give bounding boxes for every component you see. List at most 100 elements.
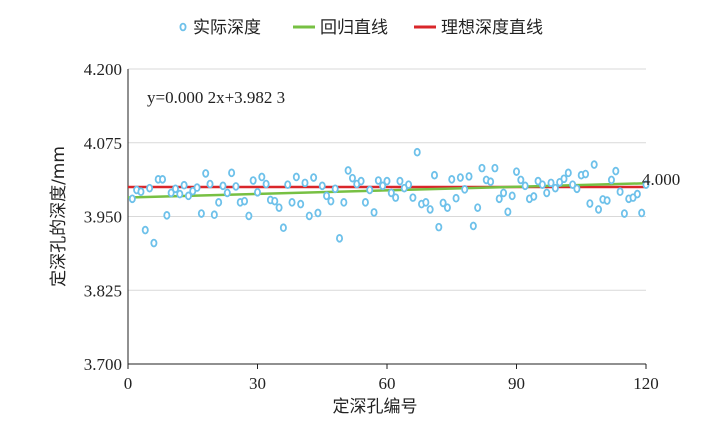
y-tick-label: 3.825: [84, 281, 122, 300]
data-point: [331, 184, 339, 194]
data-point: [620, 209, 628, 218]
data-point: [582, 169, 590, 179]
data-point: [146, 183, 154, 193]
data-point: [383, 176, 391, 186]
data-point: [176, 189, 184, 199]
data-point: [392, 193, 400, 202]
data-point: [262, 179, 270, 189]
data-point: [197, 209, 205, 218]
data-point: [223, 188, 231, 198]
data-point: [137, 187, 145, 197]
data-point: [521, 181, 529, 191]
y-axis-title: 定深孔的深度/mm: [49, 146, 69, 287]
y-tick-label: 4.200: [84, 60, 122, 79]
data-point: [232, 182, 240, 191]
regression-equation: y=0.000 2x+3.982 3: [147, 88, 285, 107]
axes: 3.700 3.825 3.950 4.075 4.200 0 30 60 90 120 定深孔编号…: [49, 60, 659, 417]
data-point: [374, 176, 382, 185]
data-point: [305, 211, 313, 221]
data-point: [426, 205, 434, 214]
x-tick-label: 120: [633, 374, 659, 393]
data-point: [279, 223, 287, 233]
labels: y=0.000 2x+3.982 3 4.000: [147, 88, 680, 189]
data-point: [228, 168, 236, 178]
data-point: [456, 173, 464, 182]
data-point: [210, 210, 218, 220]
data-point: [396, 176, 404, 186]
data-point: [469, 221, 477, 231]
data-point: [215, 198, 223, 207]
data-point: [547, 178, 555, 188]
data-point: [586, 199, 594, 208]
data-point: [314, 208, 322, 218]
data-point: [344, 166, 352, 175]
data-point: [379, 181, 387, 191]
data-point: [612, 166, 620, 176]
y-tick-label: 4.075: [84, 134, 122, 153]
data-point: [642, 180, 650, 189]
regression-line: [127, 182, 647, 199]
data-point: [336, 234, 344, 243]
data-point: [422, 198, 430, 207]
data-point: [245, 211, 253, 221]
data-point: [128, 194, 136, 204]
data-point: [543, 188, 551, 198]
data-point: [452, 193, 460, 203]
data-point: [348, 173, 356, 183]
data-point: [478, 163, 486, 173]
data-point: [435, 222, 443, 232]
data-point: [573, 184, 581, 194]
data-point: [340, 198, 348, 207]
data-point: [202, 169, 210, 178]
data-point: [517, 175, 525, 185]
data-point: [607, 175, 615, 185]
data-point: [551, 183, 559, 193]
data-point: [284, 180, 292, 189]
data-point: [439, 198, 447, 208]
data-point: [595, 205, 603, 214]
data-point: [318, 181, 326, 191]
data-point: [361, 198, 369, 207]
data-point: [159, 175, 167, 184]
data-point: [141, 225, 149, 235]
data-point: [430, 170, 438, 180]
data-point: [495, 194, 503, 204]
legend-label: 实际深度: [193, 18, 261, 38]
data-point: [616, 187, 624, 197]
data-point: [171, 184, 179, 194]
x-tick-label: 60: [379, 374, 396, 393]
data-point: [206, 179, 214, 189]
data-point: [253, 188, 261, 197]
data-point: [487, 177, 495, 186]
data-point: [366, 185, 374, 195]
data-point: [538, 180, 546, 189]
data-point: [638, 208, 646, 218]
data-point: [292, 172, 300, 182]
data-point: [508, 191, 516, 201]
data-point: [590, 160, 598, 169]
data-point: [163, 211, 171, 220]
data-point: [530, 192, 538, 201]
data-point: [184, 191, 192, 201]
data-point: [249, 176, 257, 185]
data-point: [560, 174, 568, 184]
data-point: [357, 176, 365, 186]
legend: 实际深度 回归直线 理想深度直线: [179, 18, 543, 38]
data-point: [500, 188, 508, 198]
data-point: [405, 180, 413, 189]
data-point: [387, 188, 395, 198]
data-point: [150, 238, 158, 248]
fit-lines: [127, 182, 647, 199]
data-point: [323, 191, 331, 201]
x-axis-title: 定深孔编号: [333, 397, 418, 417]
y-tick-label: 3.950: [84, 208, 122, 227]
data-point: [370, 208, 378, 217]
data-point: [241, 196, 249, 206]
data-point: [443, 203, 451, 212]
data-point: [633, 189, 641, 199]
data-point: [513, 167, 521, 176]
reference-value-label: 4.000: [642, 170, 680, 189]
data-point: [327, 196, 335, 206]
legend-marker-scatter: [179, 22, 187, 32]
data-point: [504, 207, 512, 217]
